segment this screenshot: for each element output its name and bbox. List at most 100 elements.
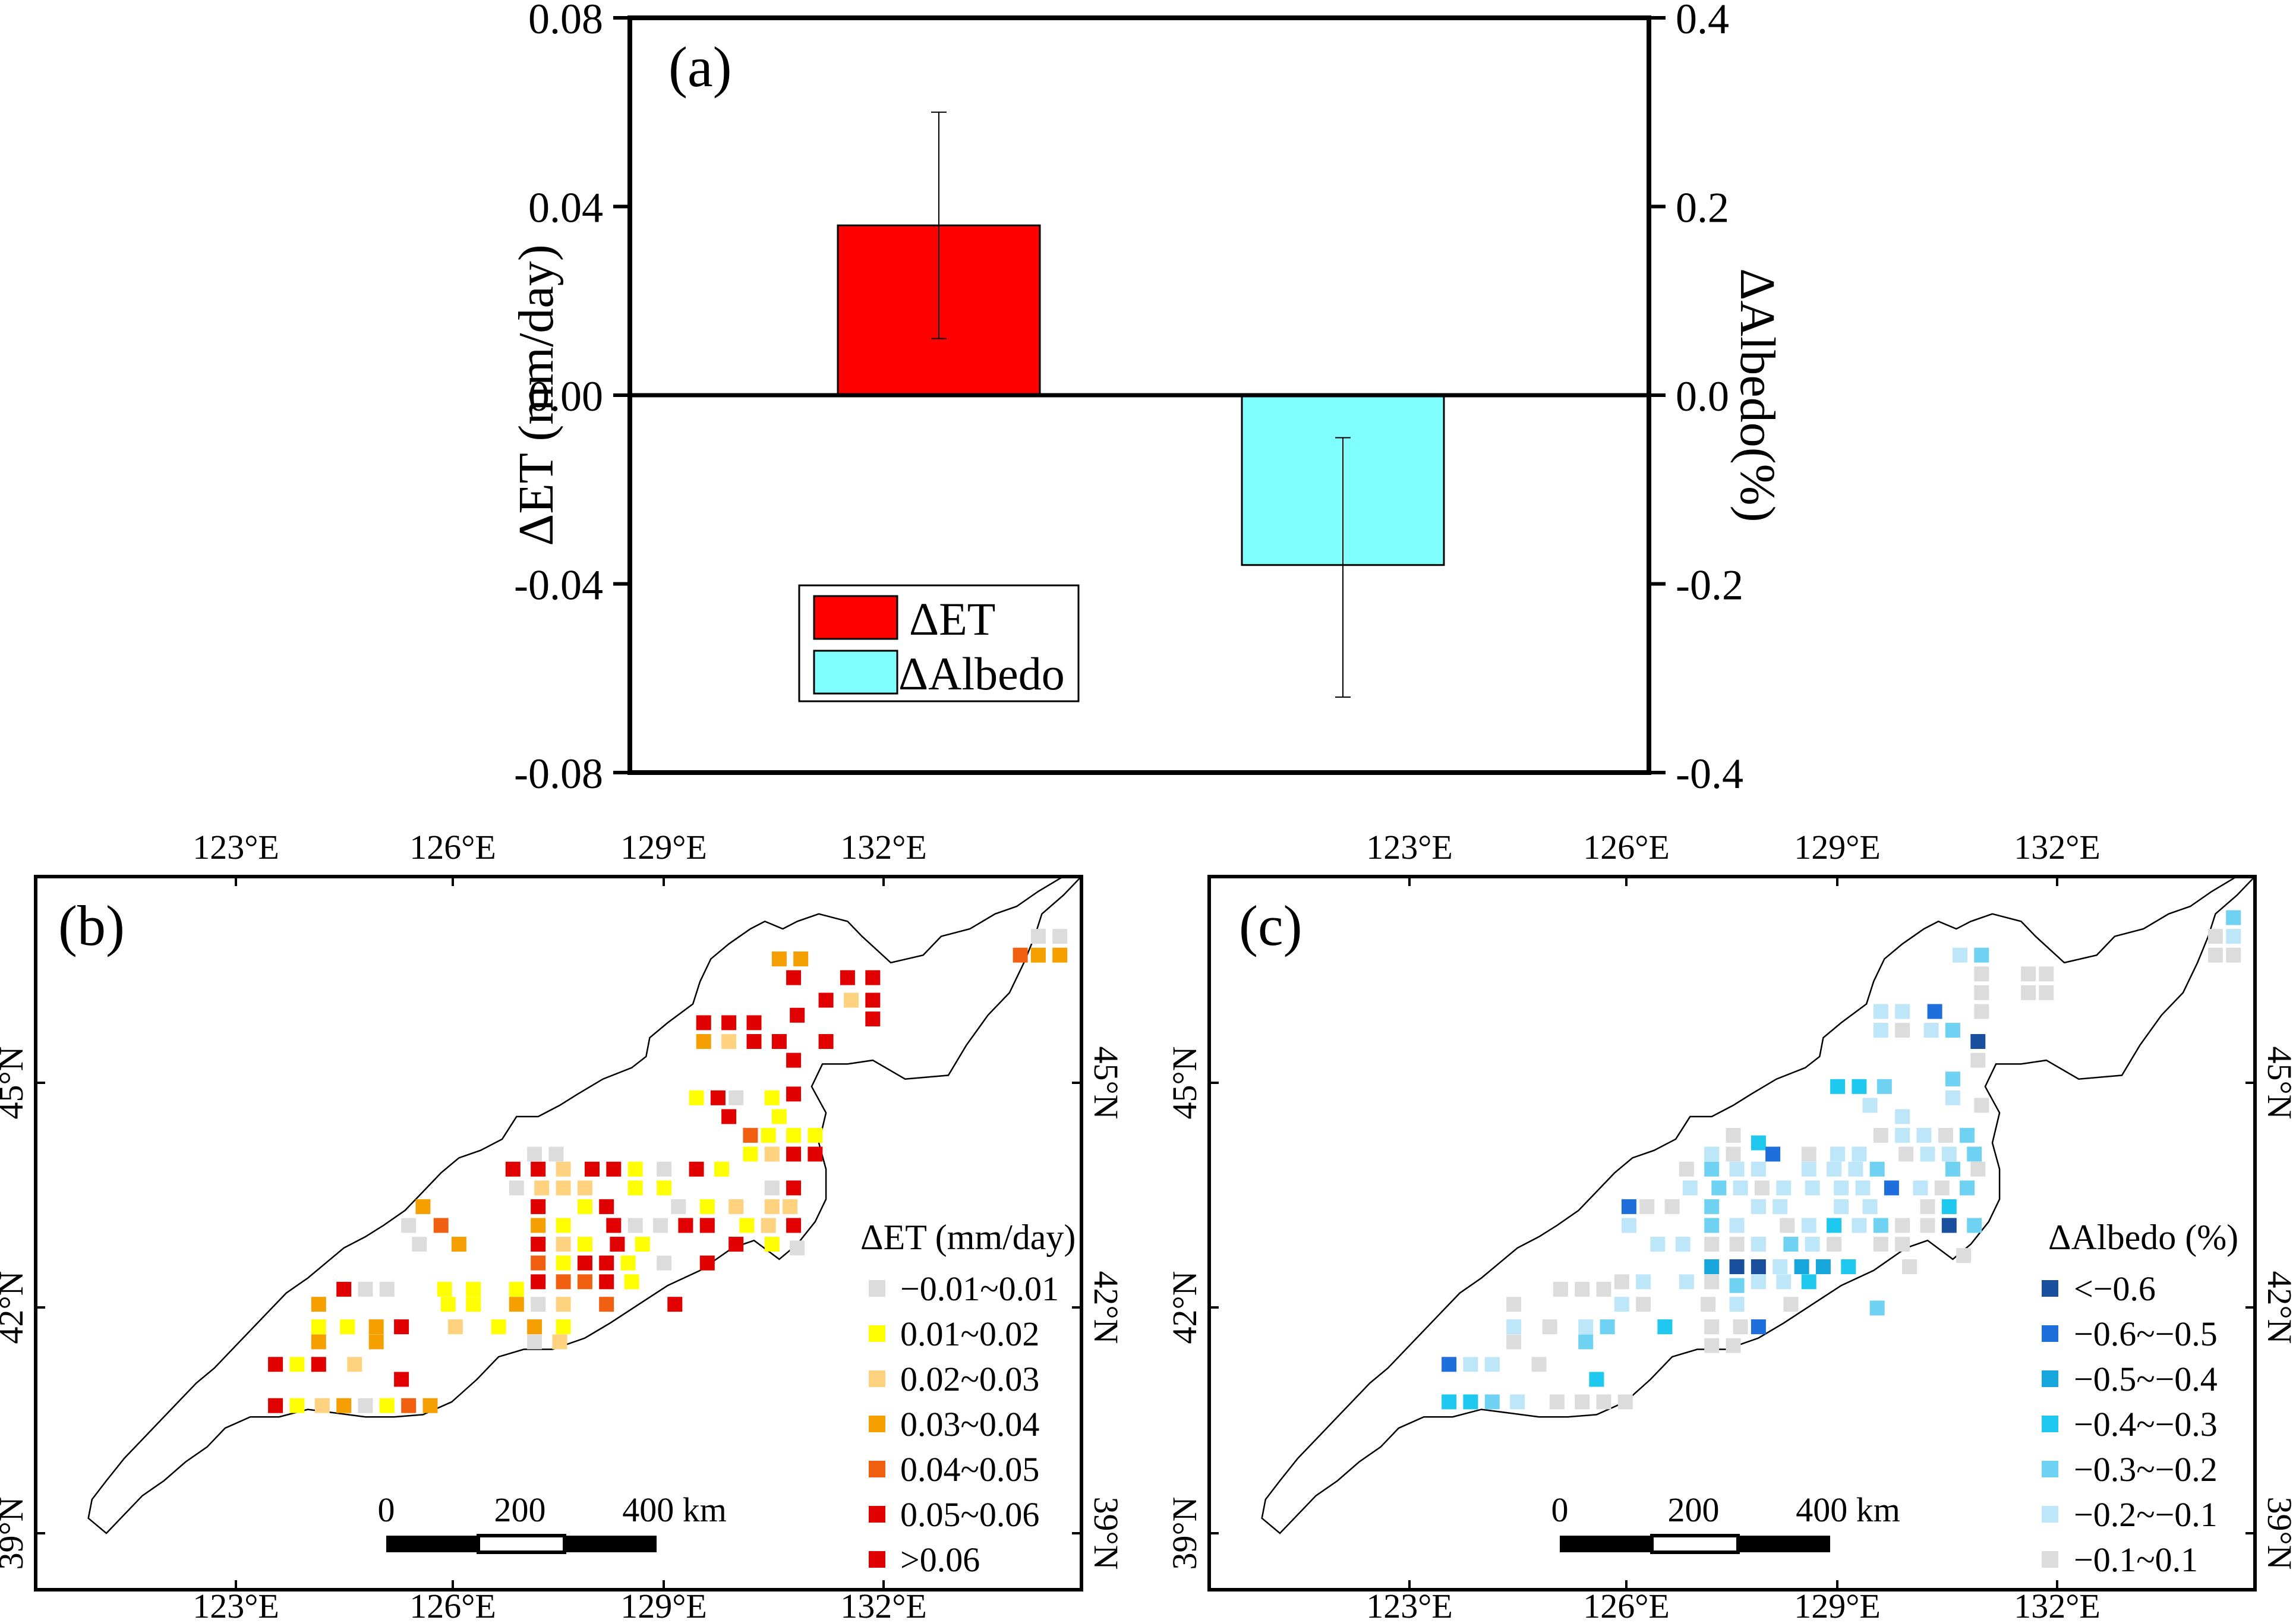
grid-cell bbox=[620, 1255, 636, 1271]
grid-cell bbox=[314, 1398, 330, 1413]
panel-b-ticks: 123°E 123°E 126°E 126°E 129°E 129°E 132°E 132°E… bbox=[0, 828, 1125, 1623]
grid-cell bbox=[1960, 1180, 1975, 1196]
grid-cell bbox=[440, 1297, 456, 1312]
grid-cell bbox=[1013, 947, 1028, 963]
grid-cell bbox=[761, 1218, 776, 1233]
lon-label-bottom: 126°E bbox=[409, 1587, 496, 1623]
grid-cell bbox=[1726, 1127, 1741, 1143]
grid-cell bbox=[1783, 1237, 1799, 1252]
lon-label-top: 132°E bbox=[840, 828, 927, 866]
grid-cell bbox=[1873, 1127, 1888, 1143]
grid-cell bbox=[289, 1398, 305, 1413]
grid-cell bbox=[1920, 1199, 1935, 1214]
lon-label-bottom: 129°E bbox=[1794, 1587, 1881, 1623]
grid-cell bbox=[790, 1007, 805, 1023]
legend-label: −0.01~0.01 bbox=[900, 1269, 1059, 1308]
grid-cell bbox=[1873, 1004, 1888, 1019]
grid-cell bbox=[1751, 1319, 1766, 1335]
panel-c-ticks: 123°E 123°E 126°E 126°E 129°E 129°E 132°E 132°E… bbox=[1165, 828, 2296, 1623]
grid-cell bbox=[531, 1161, 546, 1177]
grid-cell bbox=[1956, 1248, 1972, 1263]
grid-cell bbox=[627, 1161, 643, 1177]
grid-cell bbox=[1913, 1180, 1928, 1196]
grid-cell bbox=[761, 1127, 776, 1143]
grid-cell bbox=[531, 1237, 546, 1252]
grid-cell bbox=[1650, 1237, 1666, 1252]
legend-swatch bbox=[2042, 1370, 2058, 1387]
legend-swatch bbox=[2042, 1551, 2058, 1568]
legend-label: 0.02~0.03 bbox=[900, 1360, 1039, 1398]
grid-cell bbox=[1506, 1319, 1522, 1335]
grid-cell bbox=[1941, 1218, 1957, 1233]
grid-cell bbox=[509, 1281, 524, 1297]
grid-cell bbox=[577, 1274, 592, 1290]
grid-cell bbox=[1729, 1237, 1745, 1252]
grid-cell bbox=[1945, 1072, 1960, 1087]
lon-label-top: 132°E bbox=[2014, 828, 2101, 866]
grid-cell bbox=[1442, 1357, 1457, 1372]
grid-cell bbox=[1934, 1180, 1950, 1196]
grid-cell bbox=[1506, 1334, 1522, 1350]
grid-cell bbox=[699, 1255, 715, 1271]
grid-cell bbox=[1869, 1300, 1885, 1316]
grid-cell bbox=[1830, 1146, 1846, 1162]
grid-cell bbox=[786, 970, 802, 985]
grid-cell bbox=[1704, 1161, 1720, 1177]
grid-cell bbox=[368, 1319, 384, 1335]
legend-swatch-albedo bbox=[813, 650, 898, 695]
tick-label-right: 0.0 bbox=[1676, 373, 1729, 420]
grid-cell bbox=[1704, 1338, 1720, 1353]
lon-label-bottom: 126°E bbox=[1583, 1587, 1670, 1623]
grid-cell bbox=[840, 970, 855, 985]
tick-label-right: -0.2 bbox=[1676, 562, 1743, 609]
grid-cell bbox=[657, 1180, 672, 1196]
grid-cell bbox=[1614, 1274, 1629, 1290]
grid-cell bbox=[1970, 1034, 1986, 1049]
grid-cell bbox=[1704, 1259, 1720, 1274]
grid-cell bbox=[865, 970, 881, 985]
grid-cell bbox=[1484, 1394, 1500, 1410]
legend-label-albedo: ΔAlbedo bbox=[898, 648, 1065, 699]
grid-cell bbox=[1542, 1319, 1557, 1335]
scale-label-200: 200 bbox=[494, 1490, 546, 1529]
grid-cell bbox=[844, 992, 859, 1008]
grid-cell bbox=[1869, 1161, 1885, 1177]
grid-cell bbox=[1974, 1004, 1989, 1019]
grid-cell bbox=[1729, 1218, 1745, 1233]
grid-cell bbox=[743, 1146, 758, 1162]
grid-cell bbox=[764, 1180, 780, 1196]
grid-cell bbox=[2021, 985, 2036, 1000]
grid-cell bbox=[1852, 1146, 1867, 1162]
grid-cell bbox=[1780, 1218, 1795, 1233]
grid-cell bbox=[1578, 1334, 1594, 1350]
grid-cell bbox=[289, 1357, 305, 1372]
grid-cell bbox=[793, 951, 809, 967]
grid-cell bbox=[1575, 1281, 1590, 1297]
grid-cell bbox=[577, 1180, 592, 1196]
panel-b-tag: (b) bbox=[58, 894, 125, 957]
y-axis-label-right: ΔAlbedo(%) bbox=[1730, 268, 1785, 522]
grid-cell bbox=[1801, 1161, 1816, 1177]
grid-cell bbox=[1783, 1297, 1799, 1312]
legend-label: 0.04~0.05 bbox=[900, 1450, 1039, 1489]
grid-cell bbox=[1636, 1274, 1651, 1290]
grid-cell bbox=[509, 1297, 524, 1312]
grid-cell bbox=[2039, 966, 2054, 982]
grid-cell bbox=[746, 1015, 762, 1030]
panel-a-legend: ΔET ΔAlbedo bbox=[798, 584, 1080, 702]
grid-cell bbox=[531, 1297, 546, 1312]
grid-cell bbox=[527, 1319, 543, 1335]
scale-label-200: 200 bbox=[1668, 1490, 1720, 1529]
grid-cell bbox=[1773, 1199, 1788, 1214]
grid-cell bbox=[1827, 1218, 1842, 1233]
grid-cell bbox=[1974, 947, 1989, 963]
tick-label-right: 0.2 bbox=[1676, 184, 1729, 232]
grid-cell bbox=[340, 1319, 355, 1335]
grid-cell bbox=[764, 1199, 780, 1214]
grid-cell bbox=[1733, 1319, 1748, 1335]
grid-cell bbox=[689, 1161, 704, 1177]
grid-cell bbox=[1895, 1004, 1910, 1019]
grid-cell bbox=[865, 992, 881, 1008]
grid-cell bbox=[1848, 1161, 1863, 1177]
